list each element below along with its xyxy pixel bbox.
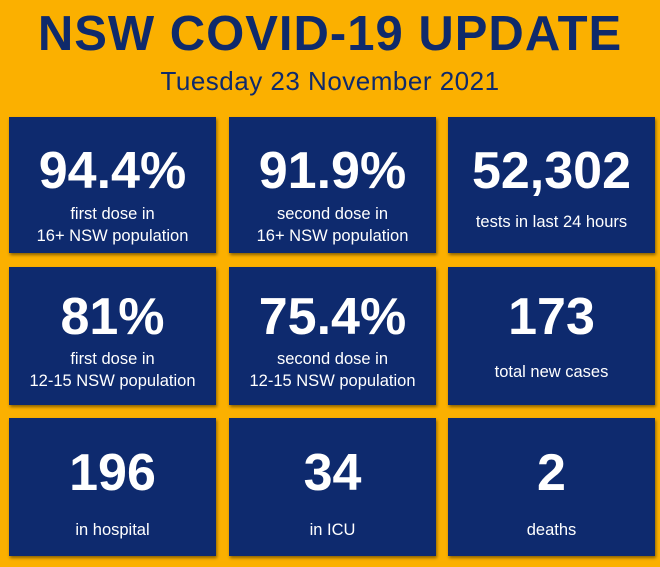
stat-value: 2: [537, 444, 566, 502]
stat-label: in ICU: [309, 521, 356, 539]
stat-tile-hospital: 196 in hospital: [9, 418, 216, 556]
stat-tile-first-dose-12-15: 81% first dose in 12-15 NSW population: [9, 267, 216, 405]
stat-label: total new cases: [494, 363, 609, 381]
stat-tile-first-dose-16plus: 94.4% first dose in 16+ NSW population: [9, 117, 216, 253]
stat-value: 196: [69, 444, 156, 502]
stat-value: 173: [508, 288, 595, 346]
stat-value: 91.9%: [258, 142, 407, 200]
stat-tile-second-dose-16plus: 91.9% second dose in 16+ NSW population: [229, 117, 436, 253]
stat-label: first dose in 16+ NSW population: [36, 205, 189, 245]
stat-value: 94.4%: [38, 142, 187, 200]
stat-value: 81%: [60, 288, 165, 346]
update-date: Tuesday 23 November 2021: [160, 66, 500, 96]
stat-value: 75.4%: [258, 288, 407, 346]
stat-label: tests in last 24 hours: [475, 213, 628, 231]
stat-tile-tests: 52,302 tests in last 24 hours: [448, 117, 655, 253]
stat-label: deaths: [526, 521, 577, 539]
stat-tile-new-cases: 173 total new cases: [448, 267, 655, 405]
page-title: NSW COVID-19 UPDATE: [37, 7, 623, 61]
stat-value: 34: [303, 444, 362, 502]
stat-tile-icu: 34 in ICU: [229, 418, 436, 556]
stat-value: 52,302: [471, 142, 632, 200]
stat-label: first dose in 12-15 NSW population: [29, 350, 196, 390]
stat-label: second dose in 12-15 NSW population: [249, 350, 416, 390]
stat-tile-second-dose-12-15: 75.4% second dose in 12-15 NSW populatio…: [229, 267, 436, 405]
stat-label: second dose in 16+ NSW population: [256, 205, 409, 245]
stat-tile-deaths: 2 deaths: [448, 418, 655, 556]
stat-label: in hospital: [75, 521, 150, 539]
